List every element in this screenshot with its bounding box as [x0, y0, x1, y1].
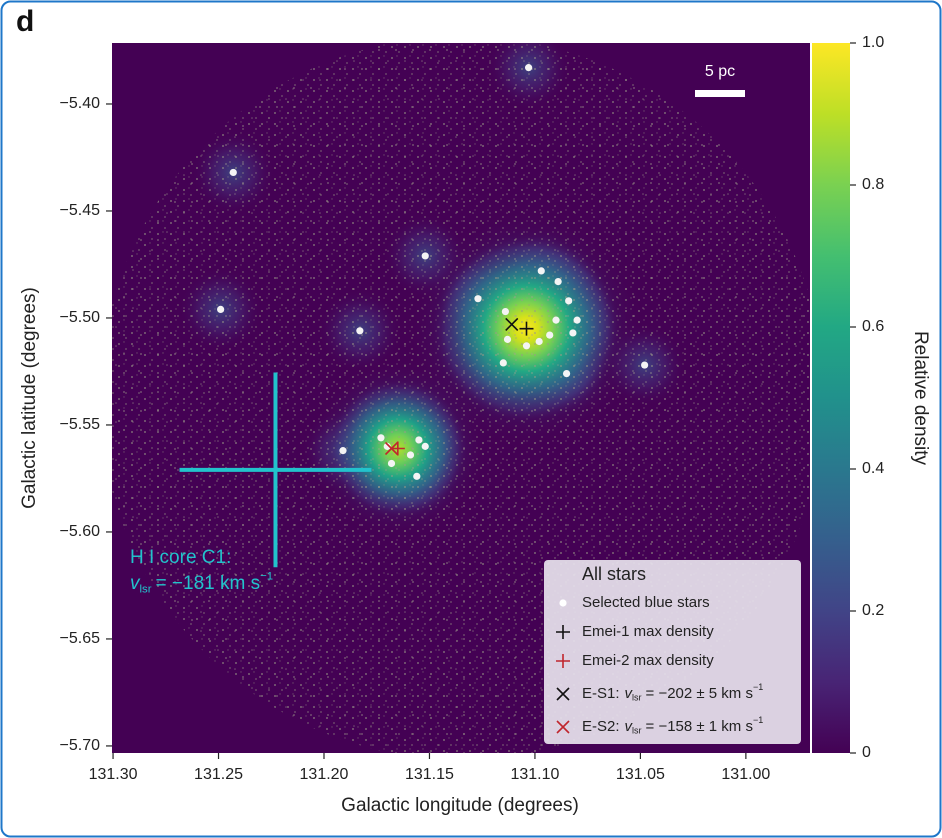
star-point [229, 168, 237, 177]
star-point [339, 447, 347, 455]
star-point [421, 252, 429, 260]
star-point [525, 64, 533, 72]
star-point [356, 327, 364, 335]
y-axis-label: Galactic latitude (degrees) [19, 287, 40, 509]
star-point [387, 459, 396, 468]
star-point [552, 316, 560, 324]
y-tick-label: −5.50 [60, 309, 101, 326]
colorbar-tick-label: 0.6 [862, 318, 884, 335]
label-subscript: lsr [140, 584, 152, 596]
colorbar-tick-label: 0.4 [862, 460, 884, 477]
colorbar-tick-label: 0.8 [862, 176, 884, 193]
star-point [474, 295, 482, 303]
scale-bar-label: 5 pc [705, 63, 735, 80]
y-tick-label: −5.40 [60, 95, 101, 112]
marks [179, 64, 649, 568]
star-point [573, 316, 581, 324]
star-point [565, 297, 573, 305]
star-point [537, 267, 545, 275]
legend-marker [556, 625, 570, 639]
star-point [406, 451, 415, 459]
x-tick-label: 131.30 [89, 766, 138, 783]
label-prefix: E-S1: [582, 685, 620, 702]
legend-marker [556, 654, 570, 668]
star-point [569, 329, 577, 337]
y-tick-label: −5.70 [60, 737, 101, 754]
label-superscript: −1 [753, 682, 763, 692]
panel-label: d [16, 5, 34, 38]
colorbar-label: Relative density [910, 331, 931, 466]
y-tick-label: −5.45 [60, 202, 101, 219]
x-tick-label: 131.20 [300, 766, 349, 783]
y-tick-label: −5.65 [60, 630, 101, 647]
legend-title: All stars [582, 564, 646, 584]
x-tick-label: 131.15 [405, 766, 454, 783]
legend-marker [556, 720, 570, 734]
legend-box [544, 560, 801, 744]
label-subscript: lsr [632, 726, 642, 736]
colorbar-tick-label: 1.0 [862, 34, 884, 51]
colorbar [812, 43, 850, 753]
label-symbol: v [130, 573, 141, 594]
star-point [503, 335, 512, 343]
density-marker [390, 441, 405, 456]
x-axis-label: Galactic longitude (degrees) [341, 795, 579, 816]
colorbar-tick-label: 0 [862, 744, 871, 761]
star-point [413, 472, 421, 480]
legend-label: Emei-1 max density [582, 623, 714, 640]
hi-core-label: H I core C1: [130, 547, 231, 568]
x-tick-label: 131.00 [721, 766, 770, 783]
x-tick-label: 131.05 [616, 766, 665, 783]
star-point [217, 305, 225, 314]
density-marker [505, 317, 519, 331]
star-point [421, 442, 429, 450]
label-superscript: −1 [260, 570, 273, 582]
density-marker [519, 321, 534, 336]
label-prefix: E-S2: [582, 718, 620, 735]
label-symbol: v [625, 685, 634, 702]
x-tick-label: 131.25 [194, 766, 243, 783]
star-point [562, 370, 571, 378]
legend-label: E-S1: vlsr = −202 ± 5 km s−1 [582, 682, 763, 703]
star-point [383, 442, 391, 450]
star-point [499, 359, 507, 367]
legend-label: Selected blue stars [582, 594, 710, 611]
legend-marker [559, 599, 567, 607]
legend-marker [556, 687, 570, 701]
scale-bar [695, 90, 745, 97]
legend-label: Emei-2 max density [582, 652, 714, 669]
legend-label: E-S2: vlsr = −158 ± 1 km s−1 [582, 715, 763, 736]
x-tick-label: 131.10 [510, 766, 559, 783]
star-point [546, 331, 554, 339]
label-text: = −202 ± 5 km s [646, 685, 753, 702]
star-point [641, 361, 649, 369]
label-symbol: v [625, 718, 634, 735]
label-superscript: −1 [753, 715, 763, 725]
star-point [554, 277, 562, 286]
hi-core-velocity: vlsr = −181 km s−1 [130, 570, 273, 595]
star-point [415, 436, 423, 444]
label-subscript: lsr [632, 693, 642, 703]
y-tick-label: −5.60 [60, 523, 101, 540]
colorbar-tick-label: 0.2 [862, 602, 884, 619]
y-tick-label: −5.55 [60, 416, 101, 433]
star-point [377, 434, 385, 442]
star-point [501, 307, 510, 316]
density-marker [384, 441, 399, 456]
star-point [522, 342, 531, 350]
label-text: = −181 km s [156, 573, 261, 594]
star-point [535, 337, 543, 346]
label-text: = −158 ± 1 km s [646, 718, 753, 735]
